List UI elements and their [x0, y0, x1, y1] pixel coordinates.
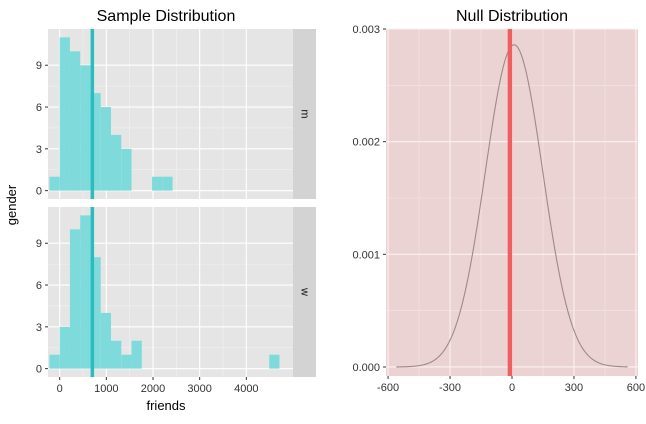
- y-axis-label-gender: gender: [4, 184, 19, 225]
- y-tick-label: 9: [36, 238, 42, 250]
- y-tick-label: 0.000: [352, 362, 380, 374]
- chart-title-sample: Sample Distribution: [97, 8, 236, 25]
- sample-distribution-facets: 0 3 6 9 m 0 3 6 9 w 0 1000 2000 3000 4000: [36, 29, 316, 395]
- y-tick-label: 3: [36, 322, 42, 334]
- y-tick-label: 6: [36, 280, 42, 292]
- facet-w: 0 3 6 9 w: [36, 207, 316, 377]
- histogram-bar: [121, 148, 132, 191]
- x-tick-label: 0: [57, 383, 63, 395]
- y-tick-label: 0.001: [352, 249, 380, 261]
- null-distribution-panel: 0.000 0.001 0.002 0.003 -600 -300 0 300 600: [352, 24, 645, 394]
- y-tick-label: 0: [36, 186, 42, 198]
- histogram-bar: [69, 51, 81, 191]
- histogram-bar: [49, 354, 60, 369]
- histogram-bar: [111, 340, 122, 369]
- x-tick-label: -600: [377, 382, 399, 394]
- histogram-bar: [131, 340, 142, 369]
- facet-strip-label: m: [299, 109, 311, 118]
- y-tick-label: 9: [36, 60, 42, 72]
- histogram-bar: [59, 37, 70, 191]
- x-tick-label: 0: [509, 382, 515, 394]
- histogram-bar: [111, 134, 122, 191]
- x-tick-label: 600: [627, 382, 645, 394]
- x-axis-label-friends: friends: [146, 398, 186, 413]
- histogram-bar: [69, 229, 81, 369]
- x-tick-label: 1000: [94, 383, 118, 395]
- x-tick-label: 2000: [141, 383, 165, 395]
- y-tick-label: 0.003: [352, 24, 380, 36]
- histogram-bar: [100, 107, 111, 191]
- histogram-bar: [90, 93, 101, 191]
- y-tick-label: 0.002: [352, 137, 380, 149]
- histogram-bar: [80, 65, 91, 191]
- facet-strip-label: w: [299, 287, 311, 296]
- x-tick-label: -300: [439, 382, 461, 394]
- facet-m: 0 3 6 9 m: [36, 29, 316, 199]
- histogram-bar: [49, 176, 60, 191]
- histogram-bar: [162, 176, 173, 191]
- histogram-bar: [121, 354, 132, 369]
- histogram-bar: [59, 326, 70, 369]
- facet-strip-m: [293, 29, 316, 199]
- histogram-bar: [90, 257, 101, 369]
- x-tick-label: 4000: [234, 383, 258, 395]
- y-tick-label: 3: [36, 144, 42, 156]
- x-tick-label: 3000: [187, 383, 211, 395]
- histogram-bar: [269, 354, 280, 369]
- histogram-bar: [80, 215, 91, 369]
- y-tick-label: 0: [36, 364, 42, 376]
- histogram-bar: [152, 176, 163, 191]
- y-tick-label: 6: [36, 102, 42, 114]
- x-tick-label: 300: [565, 382, 583, 394]
- histogram-bar: [100, 312, 111, 369]
- chart-title-null: Null Distribution: [456, 8, 568, 25]
- facet-strip-w: [293, 207, 316, 377]
